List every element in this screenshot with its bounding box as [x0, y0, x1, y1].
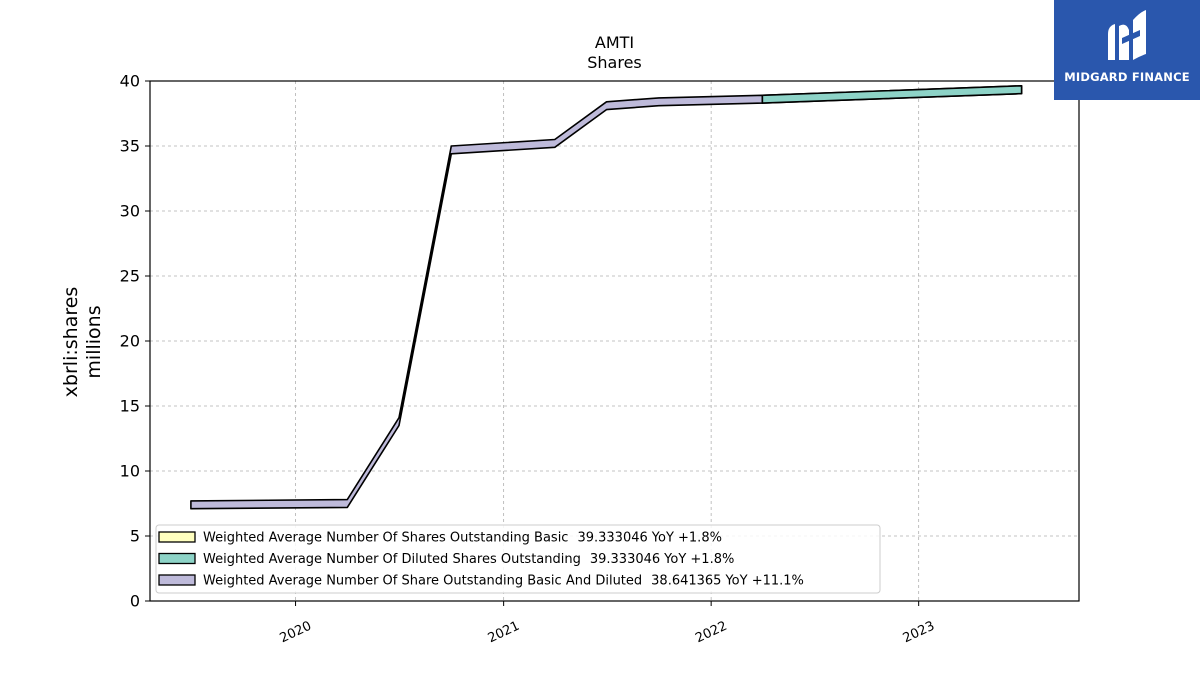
legend-swatch	[158, 574, 196, 586]
y-tick-label: 0	[130, 592, 140, 611]
legend: Weighted Average Number Of Shares Outsta…	[155, 524, 881, 594]
chart-title: AMTI	[595, 33, 634, 52]
legend-series-yoy: YoY +1.8%	[651, 531, 722, 546]
legend-series-value: 39.333046	[590, 552, 660, 567]
series-layer	[190, 85, 1023, 510]
legend-series-name: Weighted Average Number Of Share Outstan…	[203, 574, 642, 589]
y-axis-label: xbrli:shares millions	[60, 287, 105, 398]
legend-box	[155, 524, 881, 594]
grid-lines	[150, 80, 1079, 602]
legend-swatch	[158, 531, 196, 543]
legend-series-yoy: YoY +11.1%	[724, 574, 803, 589]
x-axis: 2020 2021 2022 2023	[278, 601, 937, 646]
x-tick-label: 2020	[278, 619, 314, 647]
legend-entry: Weighted Average Number Of Diluted Share…	[203, 552, 734, 567]
y-tick-label: 25	[120, 267, 140, 286]
legend-series-name: Weighted Average Number Of Diluted Share…	[203, 552, 581, 567]
midgard-finance-logo: MIDGARD FINANCE	[1054, 0, 1200, 100]
legend-series-value: 39.333046	[577, 531, 647, 546]
legend-swatch	[158, 552, 196, 565]
y-tick-label: 10	[120, 462, 140, 481]
legend-series-value: 38.641365	[651, 574, 721, 589]
x-tick-label: 2021	[486, 619, 522, 647]
y-tick-label: 20	[120, 332, 140, 351]
legend-series-yoy: YoY +1.8%	[663, 552, 734, 567]
x-tick-label: 2023	[901, 619, 937, 647]
series-line-2	[190, 94, 764, 510]
y-axis-label-line1: xbrli:shares	[60, 287, 82, 398]
y-tick-label: 30	[120, 202, 140, 221]
y-tick-label: 15	[120, 397, 140, 416]
series-line-1	[761, 85, 1023, 104]
y-tick-label: 40	[120, 72, 140, 91]
legend-entry: Weighted Average Number Of Shares Outsta…	[203, 531, 722, 546]
y-tick-label: 5	[130, 527, 140, 546]
y-tick-label: 35	[120, 137, 140, 156]
y-axis: 0 5 10 15 20 25 30 35 40	[120, 72, 150, 611]
logo-text: MIDGARD FINANCE	[1064, 70, 1190, 84]
midgard-m-logo-icon	[1108, 10, 1146, 61]
legend-entry: Weighted Average Number Of Share Outstan…	[203, 574, 804, 589]
y-axis-label-line2: millions	[83, 305, 105, 378]
chart-subtitle: Shares	[587, 53, 642, 72]
legend-series-name: Weighted Average Number Of Shares Outsta…	[203, 531, 568, 546]
x-tick-label: 2022	[693, 619, 729, 647]
